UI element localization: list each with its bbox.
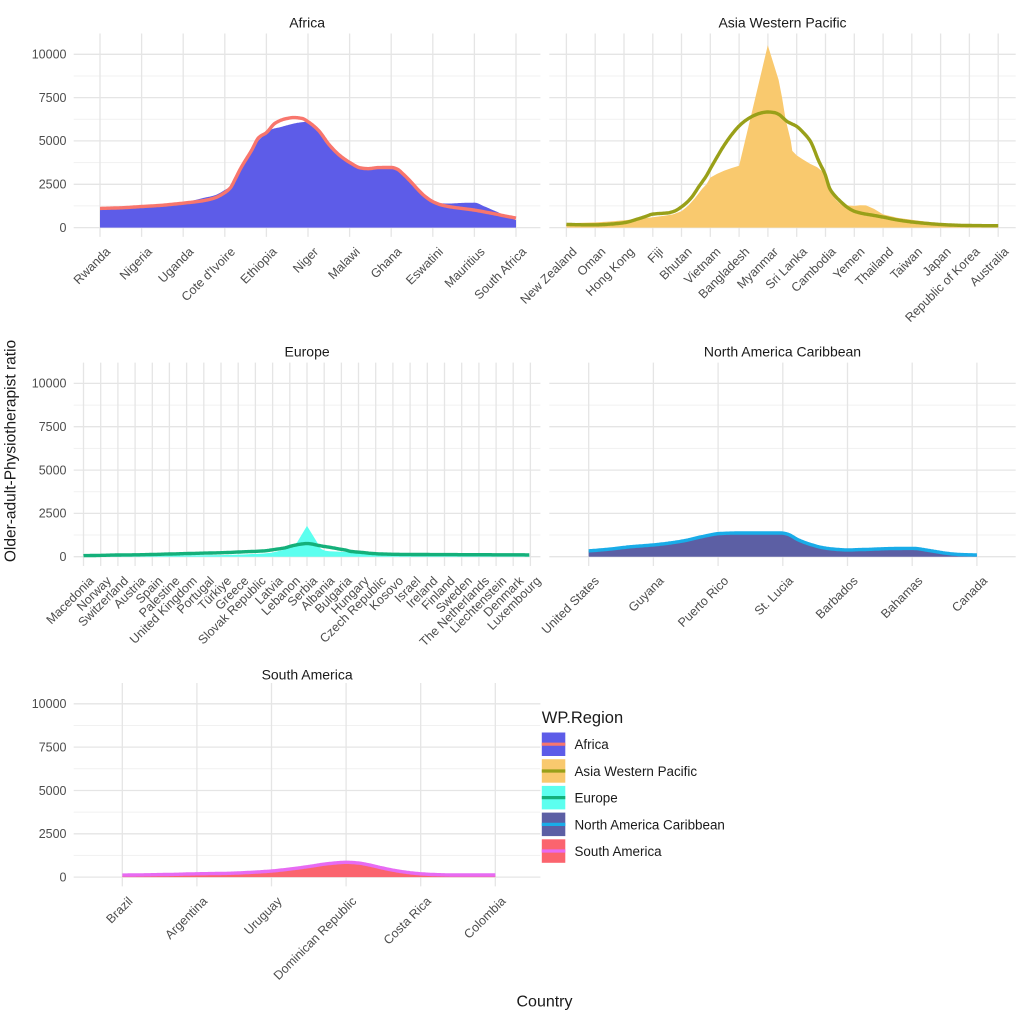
svg-text:Asia Western Pacific: Asia Western Pacific <box>575 764 698 779</box>
svg-text:WP.Region: WP.Region <box>542 709 623 727</box>
svg-text:Africa: Africa <box>289 15 325 31</box>
svg-text:North America Caribbean: North America Caribbean <box>704 344 861 360</box>
svg-text:5000: 5000 <box>39 134 67 148</box>
svg-text:10000: 10000 <box>32 697 67 711</box>
svg-text:0: 0 <box>60 870 67 884</box>
svg-text:7500: 7500 <box>39 420 67 434</box>
svg-text:Older-adult-Physiotherapist ra: Older-adult-Physiotherapist ratio <box>3 340 20 562</box>
svg-text:Asia Western Pacific: Asia Western Pacific <box>718 15 846 31</box>
svg-text:2500: 2500 <box>39 507 67 521</box>
svg-text:0: 0 <box>60 550 67 564</box>
svg-text:North America Caribbean: North America Caribbean <box>575 817 725 832</box>
svg-text:Europe: Europe <box>575 791 618 806</box>
svg-text:10000: 10000 <box>32 377 67 391</box>
svg-text:South America: South America <box>262 666 353 682</box>
svg-text:Africa: Africa <box>575 737 610 752</box>
svg-text:7500: 7500 <box>39 91 67 105</box>
svg-text:2500: 2500 <box>39 178 67 192</box>
svg-text:10000: 10000 <box>32 48 67 62</box>
svg-text:5000: 5000 <box>39 784 67 798</box>
svg-text:0: 0 <box>60 221 67 235</box>
svg-text:5000: 5000 <box>39 463 67 477</box>
svg-text:7500: 7500 <box>39 740 67 754</box>
svg-text:Country: Country <box>516 994 572 1011</box>
svg-text:Europe: Europe <box>285 344 330 360</box>
svg-text:2500: 2500 <box>39 827 67 841</box>
svg-text:South America: South America <box>575 844 663 859</box>
